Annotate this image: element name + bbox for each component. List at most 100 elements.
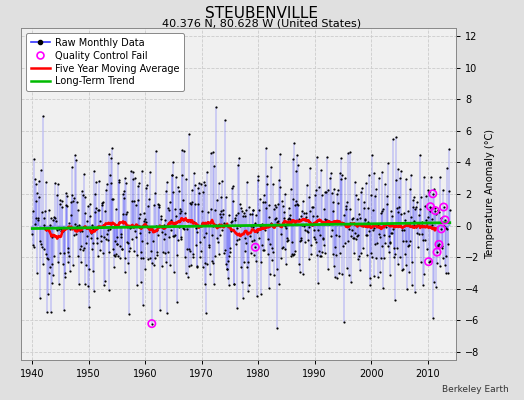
Point — [208, 257, 216, 264]
Point — [56, 197, 64, 204]
Point — [181, 253, 189, 260]
Text: Berkeley Earth: Berkeley Earth — [442, 385, 508, 394]
Point — [126, 245, 134, 252]
Point — [399, 238, 407, 244]
Point — [440, 262, 449, 268]
Point — [163, 179, 171, 185]
Point — [342, 206, 351, 212]
Point — [367, 152, 376, 158]
Point — [260, 246, 268, 253]
Point — [302, 214, 310, 220]
Point — [96, 238, 105, 244]
Point — [320, 242, 328, 248]
Point — [296, 269, 304, 275]
Point — [218, 227, 226, 233]
Point — [392, 205, 401, 211]
Point — [89, 240, 97, 246]
Point — [175, 224, 183, 230]
Point — [384, 160, 392, 166]
Point — [246, 233, 254, 239]
Point — [77, 259, 85, 265]
Point — [48, 280, 56, 286]
Point — [263, 172, 271, 179]
Point — [126, 224, 135, 230]
Point — [42, 179, 50, 186]
Point — [349, 234, 357, 241]
Point — [278, 244, 287, 251]
Point — [110, 252, 118, 258]
Point — [352, 233, 361, 239]
Point — [435, 209, 444, 215]
Point — [438, 242, 446, 249]
Point — [134, 183, 143, 189]
Point — [52, 227, 61, 234]
Point — [324, 218, 333, 224]
Point — [357, 250, 365, 256]
Point — [218, 177, 226, 184]
Point — [261, 226, 269, 233]
Point — [66, 225, 74, 232]
Point — [165, 207, 173, 213]
Point — [207, 206, 215, 212]
Point — [414, 231, 423, 238]
Point — [331, 274, 340, 280]
Point — [173, 236, 182, 243]
Point — [122, 211, 130, 217]
Point — [215, 180, 223, 186]
Point — [344, 238, 352, 244]
Point — [176, 210, 184, 216]
Point — [51, 180, 60, 186]
Point — [363, 252, 371, 258]
Point — [345, 220, 354, 226]
Point — [47, 215, 55, 221]
Point — [253, 293, 261, 300]
Point — [75, 246, 84, 252]
Point — [127, 168, 135, 175]
Point — [257, 259, 265, 265]
Point — [415, 212, 423, 218]
Point — [238, 213, 247, 220]
Point — [98, 201, 106, 208]
Point — [42, 251, 51, 257]
Point — [103, 231, 111, 238]
Point — [200, 233, 208, 240]
Point — [282, 261, 291, 267]
Point — [327, 170, 335, 176]
Point — [391, 250, 399, 257]
Point — [191, 200, 199, 207]
Point — [149, 227, 157, 233]
Point — [70, 232, 78, 238]
Point — [183, 218, 192, 224]
Point — [112, 250, 120, 257]
Point — [265, 202, 273, 208]
Point — [429, 315, 438, 322]
Point — [229, 198, 237, 204]
Point — [292, 152, 301, 158]
Point — [212, 222, 220, 229]
Point — [116, 234, 125, 240]
Point — [170, 232, 179, 239]
Point — [84, 283, 92, 290]
Point — [356, 266, 364, 273]
Point — [108, 144, 116, 151]
Point — [204, 220, 213, 226]
Point — [351, 230, 359, 236]
Point — [97, 224, 106, 231]
Point — [217, 214, 226, 220]
Point — [255, 196, 264, 202]
Point — [84, 304, 93, 310]
Point — [278, 198, 286, 205]
Point — [383, 200, 391, 207]
Point — [38, 244, 46, 250]
Point — [249, 206, 257, 213]
Point — [289, 196, 298, 202]
Point — [292, 198, 300, 204]
Point — [341, 175, 349, 181]
Point — [43, 291, 52, 297]
Point — [41, 208, 49, 214]
Point — [192, 262, 201, 269]
Point — [136, 249, 145, 256]
Point — [359, 199, 368, 205]
Point — [168, 172, 176, 178]
Point — [374, 274, 383, 280]
